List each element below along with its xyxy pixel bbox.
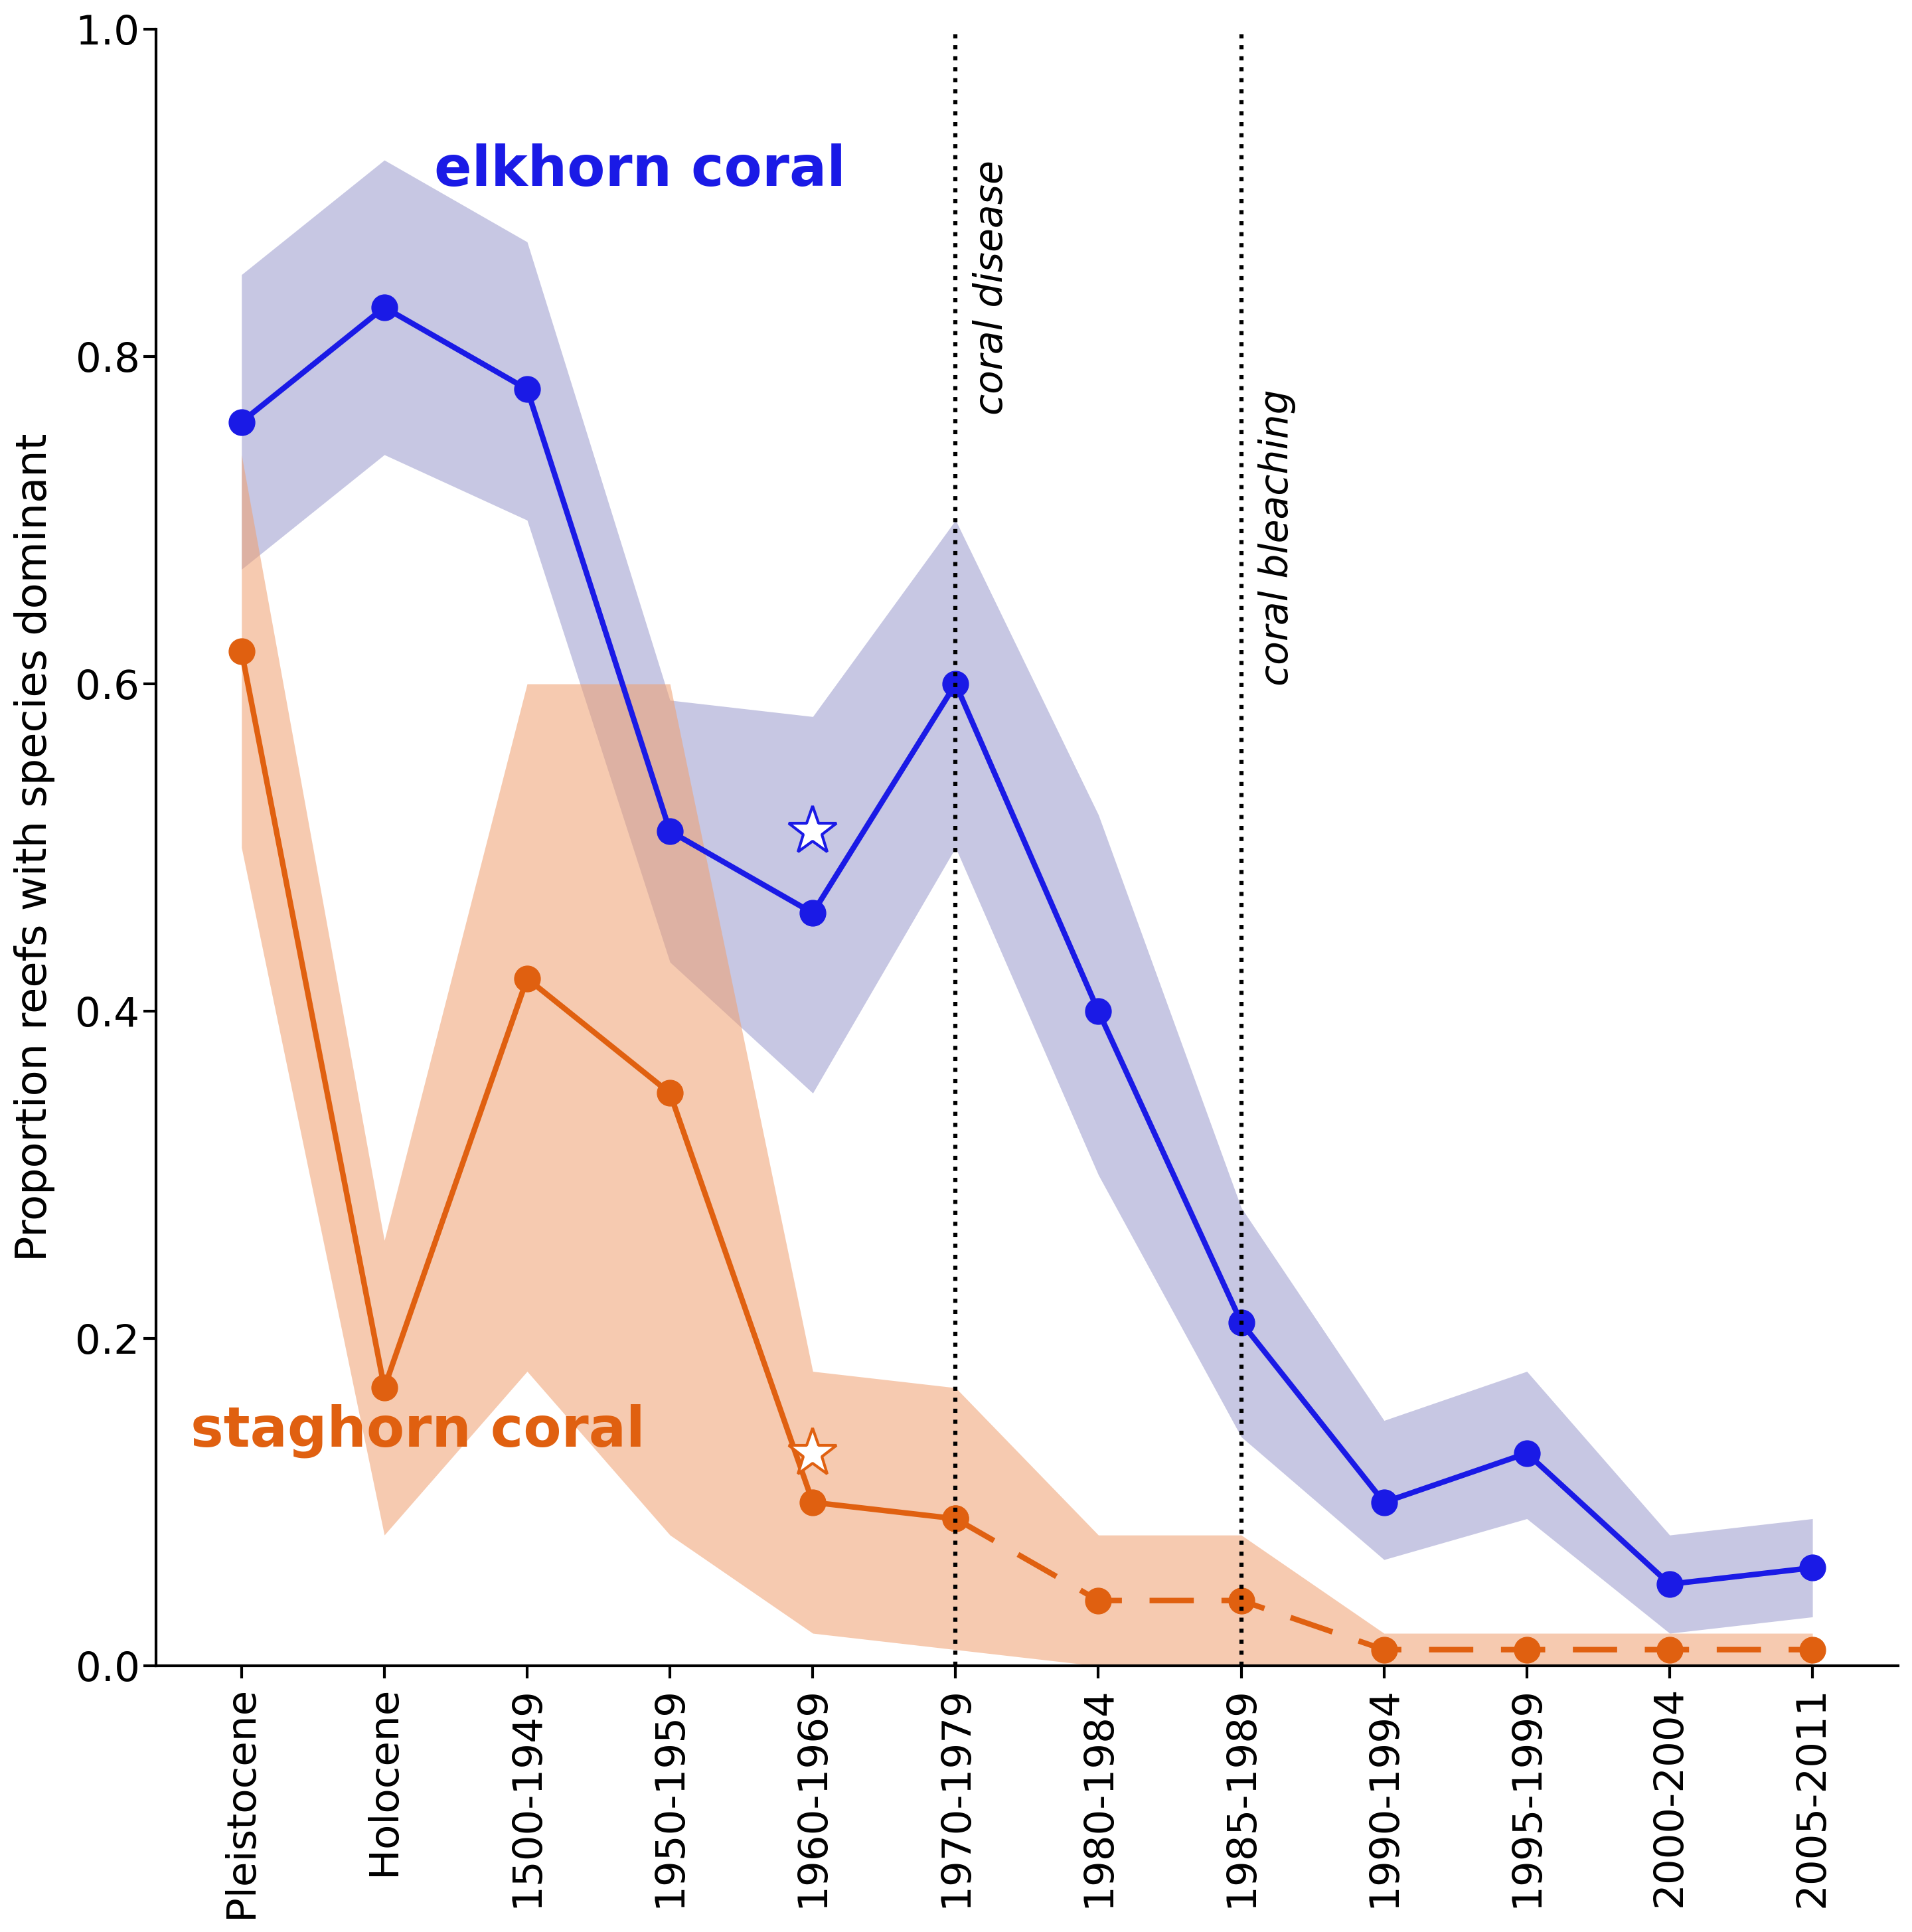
Text: staghorn coral: staghorn coral — [191, 1405, 644, 1459]
Y-axis label: Proportion reefs with species dominant: Proportion reefs with species dominant — [13, 433, 55, 1262]
Text: elkhorn coral: elkhorn coral — [434, 143, 845, 197]
Text: coral bleaching: coral bleaching — [1258, 388, 1296, 686]
Text: coral disease: coral disease — [973, 160, 1011, 415]
